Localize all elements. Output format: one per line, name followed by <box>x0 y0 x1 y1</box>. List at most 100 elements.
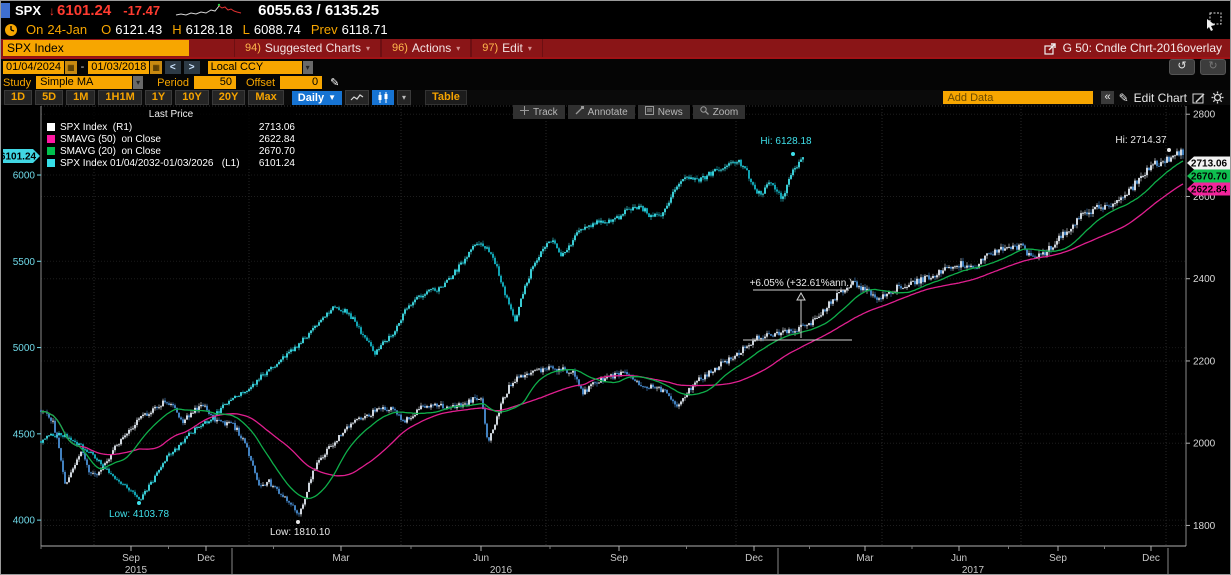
function-menu-bar: SPX Index 94) Suggested Charts ▾ 96) Actions… <box>1 39 1230 59</box>
menu-item-suggested-charts[interactable]: 94) Suggested Charts ▾ <box>234 39 381 57</box>
chevron-down-icon[interactable]: ▾ <box>302 60 313 74</box>
range-1d[interactable]: 1D <box>4 90 33 105</box>
undo-button[interactable]: ↺ <box>1169 59 1195 75</box>
toolbar-news[interactable]: News <box>637 105 690 119</box>
svg-text:Sep: Sep <box>610 553 628 564</box>
legend-row: SMAVG (20) on Close 2670.70 <box>47 145 295 157</box>
export-icon[interactable] <box>1043 42 1057 55</box>
line-chart-button[interactable] <box>345 90 369 105</box>
add-data-input[interactable] <box>943 91 1094 104</box>
menu-number: 94) <box>245 42 261 54</box>
candle-chart-button[interactable] <box>372 90 394 105</box>
series-label: SMAVG (50) on Close <box>60 133 161 145</box>
range-1y[interactable]: 1Y <box>144 90 173 105</box>
svg-text:Hi: 6128.18: Hi: 6128.18 <box>760 136 812 147</box>
price-change: -17.47 <box>123 3 161 18</box>
price-chart[interactable]: 6000 5500 5000 4500 4000 2800 2600 2400 2200 2000… <box>1 105 1231 575</box>
toolbar-label: Zoom <box>712 106 739 118</box>
legend-row: SPX Index (R1) 2713.06 <box>47 121 295 133</box>
chevron-down-icon[interactable]: ▾ <box>133 76 144 89</box>
svg-text:Sep: Sep <box>122 553 140 564</box>
menu-item-actions[interactable]: 96) Actions ▾ <box>380 39 472 57</box>
toolbar-track[interactable]: Track <box>513 105 565 119</box>
svg-text:4500: 4500 <box>13 429 36 440</box>
calendar-icon[interactable]: ▦ <box>150 60 162 74</box>
toolbar-annotate[interactable]: Annotate <box>567 105 635 119</box>
session-date: 24-Jan <box>47 22 88 37</box>
legend-rows: SPX Index (R1) 2713.06 SMAVG (50) on Close… <box>47 121 295 169</box>
chevron-right-icon[interactable]: > <box>183 60 200 74</box>
svg-text:Jun: Jun <box>951 553 967 564</box>
svg-text:6101.24: 6101.24 <box>1 152 37 163</box>
series-swatch <box>47 159 55 167</box>
return-annotation: +6.05% (+32.61%ann.) <box>743 278 853 341</box>
period-label: Period <box>157 76 189 89</box>
chart-settings-icon[interactable] <box>1192 92 1206 104</box>
table-button[interactable]: Table <box>425 90 467 105</box>
svg-text:4000: 4000 <box>13 516 36 527</box>
currency-select[interactable]: Local CCY <box>207 60 302 74</box>
study-bar: Study Simple MA ▾ Period 50 Offset 0 ✎ <box>1 75 1230 90</box>
chart-type-dropdown[interactable]: ▾ <box>397 90 412 105</box>
zoom-icon <box>700 106 709 118</box>
chart-title-area: G 50: Cndle Chrt-2016overlay <box>1043 41 1230 55</box>
edit-chart-pencil-icon[interactable]: ✎ <box>1118 90 1129 105</box>
start-date-field[interactable]: 01/04/2024 <box>3 60 65 74</box>
chart-title: G 50: Cndle Chrt-2016overlay <box>1062 41 1222 55</box>
svg-text:Dec: Dec <box>745 553 763 564</box>
chart-legend[interactable]: Last Price SPX Index (R1) 2713.06 SMAVG (5… <box>47 109 295 169</box>
svg-text:Hi: 2714.37: Hi: 2714.37 <box>1115 135 1167 146</box>
menu-number: 97) <box>482 42 499 54</box>
clock-icon <box>5 23 17 36</box>
chevron-left-icon[interactable]: < <box>164 60 181 74</box>
low-value: 6088.74 <box>253 22 301 37</box>
security-color-square <box>1 3 10 18</box>
range-1m[interactable]: 1M <box>66 90 96 105</box>
screen-grab-icon[interactable] <box>1204 11 1224 31</box>
edit-study-pencil-icon[interactable]: ✎ <box>330 77 340 89</box>
range-max[interactable]: Max <box>248 90 284 105</box>
frequency-value: Daily <box>297 91 325 104</box>
series-swatch <box>47 123 55 131</box>
series-swatch <box>47 147 55 155</box>
edit-chart-controls: « ✎ Edit Chart <box>1101 91 1224 105</box>
collapse-panel-icon[interactable]: « <box>1101 91 1114 104</box>
end-date-field[interactable]: 01/03/2018 <box>88 60 150 74</box>
range-20y[interactable]: 20Y <box>211 90 246 105</box>
down-arrow-icon: ↓ <box>49 3 56 18</box>
redo-button[interactable]: ↻ <box>1200 59 1226 75</box>
hi-lo-markers: Hi: 6128.18 Hi: 2714.37 Low: 4103.78 Low: 1… <box>109 135 1171 538</box>
open-value: 6121.43 <box>115 22 163 37</box>
date-separator: - <box>80 61 85 73</box>
svg-text:2800: 2800 <box>1193 110 1216 121</box>
axis-badges: 6101.24 2713.06 2670.70 2622.84 <box>1 149 1230 196</box>
calendar-icon[interactable]: ▦ <box>65 60 77 74</box>
svg-text:Mar: Mar <box>856 553 874 564</box>
svg-text:2015: 2015 <box>125 565 148 575</box>
sma-20-line <box>40 160 1184 500</box>
toolbar-zoom[interactable]: Zoom <box>692 105 746 119</box>
legend-row: SMAVG (50) on Close 2622.84 <box>47 133 295 145</box>
frequency-select[interactable]: Daily ▼ <box>291 90 342 105</box>
range-5d[interactable]: 5D <box>35 90 64 105</box>
svg-text:+6.05% (+32.61%ann.): +6.05% (+32.61%ann.) <box>750 278 853 289</box>
range-10y[interactable]: 10Y <box>175 90 209 105</box>
svg-text:2017: 2017 <box>962 565 985 575</box>
series-value: 2713.06 <box>258 121 295 133</box>
toolbar-label: Annotate <box>587 106 628 118</box>
edit-chart-button[interactable]: Edit Chart <box>1133 90 1187 105</box>
study-select[interactable]: Simple MA <box>36 76 133 89</box>
series-value: 2622.84 <box>258 133 295 145</box>
svg-text:2713.06: 2713.06 <box>1191 159 1228 170</box>
menu-item-edit[interactable]: 97) Edit ▾ <box>471 39 543 57</box>
security-input[interactable]: SPX Index <box>3 40 189 56</box>
track-icon <box>520 106 529 118</box>
svg-text:Low: 1810.10: Low: 1810.10 <box>270 527 330 538</box>
range-1h1m[interactable]: 1H1M <box>98 90 142 105</box>
menu-label: Suggested Charts <box>264 41 361 55</box>
gear-icon[interactable] <box>1211 91 1224 104</box>
svg-text:2622.84: 2622.84 <box>1191 185 1228 196</box>
period-input[interactable]: 50 <box>193 76 236 89</box>
offset-input[interactable]: 0 <box>280 76 323 89</box>
